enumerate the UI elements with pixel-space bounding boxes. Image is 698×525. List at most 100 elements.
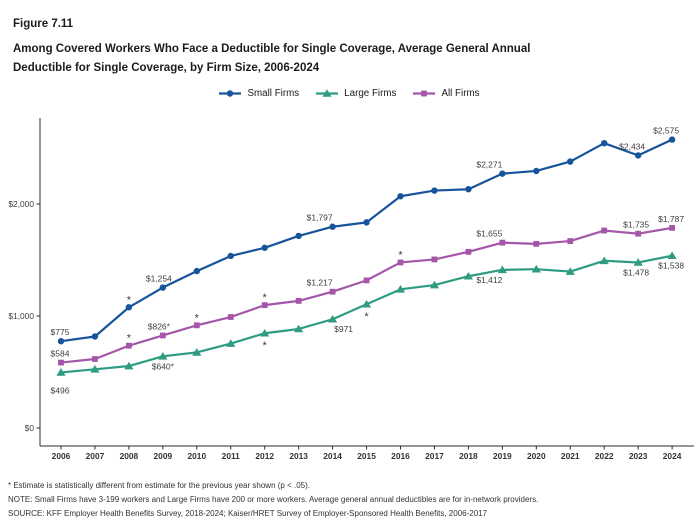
y-tick-label: $2,000 — [8, 199, 34, 209]
marker-large-firms-2008 — [124, 361, 134, 370]
x-tick-label-2019: 2019 — [493, 451, 512, 461]
marker-large-firms-2006 — [56, 368, 66, 376]
x-tick-label-2021: 2021 — [561, 451, 580, 461]
marker-large-firms-2021 — [565, 267, 575, 275]
x-tick-label-2013: 2013 — [289, 451, 308, 461]
marker-large-firms-2020 — [531, 264, 541, 273]
data-label-all-firms-2024: $1,787 — [658, 214, 684, 224]
data-label-all-firms-2009: $826* — [148, 321, 171, 331]
data-label-large-firms-2009: $640* — [152, 361, 175, 371]
marker-large-firms-2014 — [328, 314, 338, 323]
marker-all-firms-2011 — [227, 314, 234, 320]
chart-footnotes: * Estimate is statistically different fr… — [8, 479, 698, 520]
data-label-small-firms-2024: $2,575 — [653, 126, 679, 136]
marker-large-firms-2019 — [497, 265, 507, 274]
marker-all-firms-2019 — [499, 239, 506, 246]
x-tick-label-2012: 2012 — [255, 451, 274, 461]
marker-small-firms-2014 — [329, 223, 336, 230]
data-label-all-firms-2014: $1,217 — [307, 278, 333, 288]
data-label-large-firms-2006: $496 — [51, 385, 70, 395]
marker-large-firms-2012 — [260, 328, 270, 337]
data-label-large-firms-2014: $971 — [334, 324, 353, 334]
data-label-all-firms-2006: $584 — [51, 349, 70, 359]
marker-small-firms-2017 — [431, 187, 438, 194]
marker-small-firms-2016 — [397, 193, 404, 200]
marker-small-firms-2013 — [295, 232, 302, 240]
marker-all-firms-2009 — [159, 332, 166, 339]
x-tick-label-2020: 2020 — [527, 451, 546, 461]
legend-item-large-firms: Large Firms — [315, 88, 396, 99]
marker-small-firms-2006 — [57, 338, 65, 345]
y-tick-label: $0 — [25, 423, 35, 433]
footnote-significance: * Estimate is statistically different fr… — [8, 481, 310, 490]
x-tick-label-2022: 2022 — [595, 451, 614, 461]
marker-small-firms-2024 — [668, 136, 676, 143]
x-tick-label-2018: 2018 — [459, 451, 478, 461]
significance-asterisk-small-firms-2008: * — [127, 294, 132, 306]
marker-large-firms-2018 — [463, 271, 473, 280]
legend-label-small-firms: Small Firms — [247, 88, 300, 99]
x-tick-label-2011: 2011 — [222, 451, 241, 461]
marker-large-firms-2009 — [158, 352, 168, 360]
marker-large-firms-2016 — [395, 285, 406, 293]
marker-small-firms-2022 — [601, 139, 608, 147]
legend-marker-large-firms-icon — [316, 89, 339, 97]
marker-small-firms-2019 — [499, 170, 506, 177]
marker-small-firms-2010 — [193, 267, 200, 275]
legend-marker-all-firms-icon — [413, 90, 436, 97]
data-label-large-firms-2023: $1,478 — [623, 267, 649, 277]
significance-asterisk-large-firms-2012: * — [263, 340, 268, 352]
x-tick-label-2007: 2007 — [86, 451, 105, 461]
marker-large-firms-2007 — [90, 365, 100, 373]
footnote-note: NOTE: Small Firms have 3-199 workers and… — [8, 494, 539, 504]
significance-asterisk-large-firms-2015: * — [364, 311, 369, 323]
data-label-large-firms-2019: $1,412 — [476, 275, 502, 285]
significance-asterisk-all-firms-2008: * — [127, 333, 132, 345]
figure-title: Among Covered Workers Who Face a Deducti… — [13, 40, 685, 77]
footnote-source: SOURCE: KFF Employer Health Benefits Sur… — [8, 508, 488, 518]
legend-label-large-firms: Large Firms — [344, 88, 397, 99]
marker-all-firms-2014 — [329, 288, 336, 295]
marker-small-firms-2015 — [363, 219, 370, 226]
data-label-small-firms-2006: $775 — [51, 327, 70, 337]
chart-legend: Small Firms Large Firms All Firms — [0, 88, 698, 99]
x-tick-label-2016: 2016 — [391, 451, 410, 461]
marker-all-firms-2013 — [295, 297, 302, 304]
marker-small-firms-2023 — [634, 152, 642, 159]
marker-all-firms-2006 — [58, 359, 64, 366]
x-tick-label-2008: 2008 — [120, 451, 139, 461]
x-tick-label-2009: 2009 — [154, 451, 173, 461]
data-label-small-firms-2019: $2,271 — [476, 160, 502, 170]
marker-all-firms-2021 — [567, 238, 574, 244]
figure-title-line-2: Deductible for Single Coverage, by Firm … — [13, 61, 320, 74]
marker-all-firms-2018 — [465, 248, 472, 255]
marker-small-firms-2008 — [125, 304, 133, 311]
legend-marker-small-firms-icon — [219, 90, 242, 97]
marker-small-firms-2011 — [227, 252, 234, 260]
x-tick-label-2024: 2024 — [663, 451, 682, 461]
significance-asterisk-all-firms-2012: * — [263, 292, 268, 304]
figure-number: Figure 7.11 — [13, 18, 74, 30]
data-label-large-firms-2024: $1,538 — [658, 261, 684, 271]
marker-all-firms-2008 — [126, 342, 132, 349]
marker-large-firms-2011 — [226, 339, 236, 347]
marker-all-firms-2016 — [397, 259, 404, 266]
data-label-all-firms-2019: $1,655 — [476, 229, 502, 239]
data-label-all-firms-2023: $1,735 — [623, 220, 649, 230]
marker-large-firms-2023 — [633, 258, 643, 266]
figure-title-line-1: Among Covered Workers Who Face a Deducti… — [13, 43, 531, 55]
marker-large-firms-2010 — [192, 348, 202, 356]
marker-all-firms-2024 — [669, 224, 675, 231]
x-tick-label-2015: 2015 — [357, 451, 376, 461]
marker-all-firms-2023 — [635, 230, 642, 237]
x-tick-label-2017: 2017 — [425, 451, 444, 461]
x-tick-label-2006: 2006 — [52, 451, 71, 461]
data-label-small-firms-2023: $2,434 — [619, 141, 645, 151]
x-tick-label-2023: 2023 — [629, 451, 648, 461]
marker-all-firms-2017 — [431, 256, 438, 263]
data-label-small-firms-2014: $1,797 — [307, 213, 333, 223]
y-tick-label: $1,000 — [8, 311, 34, 321]
marker-all-firms-2015 — [363, 277, 370, 284]
marker-large-firms-2013 — [294, 324, 304, 333]
marker-all-firms-2022 — [601, 227, 608, 234]
